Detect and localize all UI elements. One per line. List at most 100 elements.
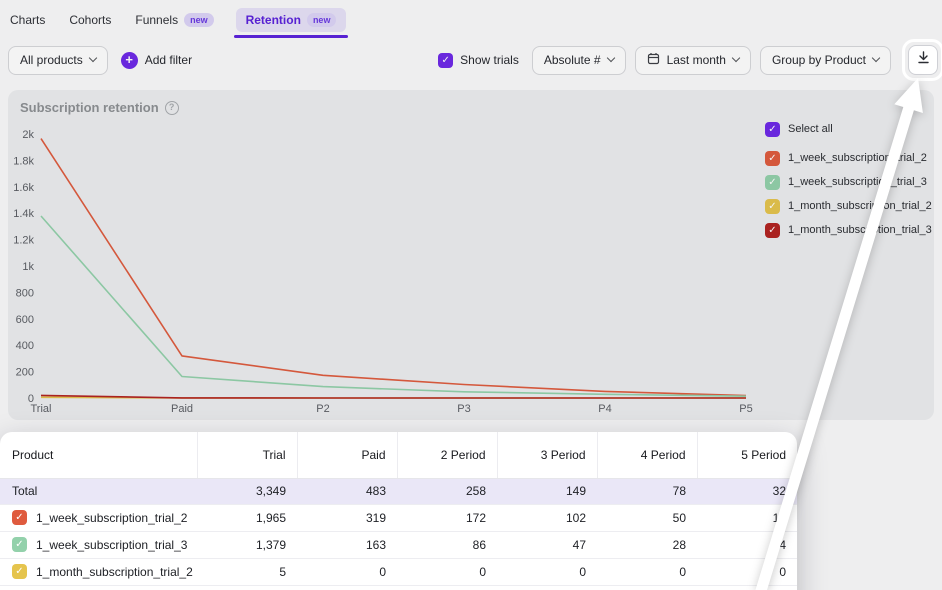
col-5-period: 5 Period: [697, 432, 797, 479]
cell-value: 14: [697, 530, 797, 558]
total-trial: 3,349: [255, 484, 286, 498]
retention-chart-card: Subscription retention ? 0 200 400 600 800 1k…: [8, 90, 934, 420]
svg-text:200: 200: [16, 367, 34, 379]
products-dropdown[interactable]: All products: [8, 45, 108, 75]
col-trial: Trial: [197, 432, 298, 479]
product-cell: ✓ 1_month_subscription_trial_2: [12, 564, 193, 579]
cell-value: 0: [297, 557, 397, 585]
tab-cohorts-label: Cohorts: [69, 13, 112, 27]
period-dropdown-label: Last month: [666, 53, 726, 67]
table-row: ✓ 1_week_subscription_trial_2 1,965 319 1…: [0, 503, 797, 531]
new-badge: new: [306, 13, 337, 27]
retention-line-chart: 0 200 400 600 800 1k 1.2k 1.4k 1.6k 1.8k 2k Trial Pa…: [13, 129, 753, 415]
cell-value: 102: [497, 503, 597, 531]
legend-label: 1_week_subscription_trial_3: [788, 176, 927, 188]
show-trials-label: Show trials: [460, 53, 519, 67]
info-icon[interactable]: ?: [164, 100, 179, 115]
group-by-dropdown-label: Group by Product: [771, 53, 866, 67]
svg-text:P3: P3: [457, 403, 470, 415]
total-paid: 483: [365, 484, 386, 498]
chevron-down-icon: [731, 53, 741, 63]
chevron-down-icon: [88, 53, 97, 63]
total-2-period: 258: [465, 484, 486, 498]
legend-item[interactable]: ✓ 1_week_subscription_trial_3: [765, 170, 930, 194]
product-name: 1_month_subscription_trial_2: [36, 564, 193, 579]
svg-text:Paid: Paid: [171, 403, 193, 415]
show-trials-checkbox[interactable]: ✓: [438, 52, 454, 68]
svg-text:P5: P5: [739, 403, 752, 415]
legend-item[interactable]: ✓ 1_month_subscription_trial_3: [765, 218, 932, 242]
legend-checkbox[interactable]: ✓: [765, 174, 780, 190]
cell-value: [597, 584, 697, 590]
svg-text:1k: 1k: [22, 261, 34, 273]
col-paid: Paid: [297, 432, 398, 479]
cell-value: 0: [497, 557, 597, 585]
legend-select-all[interactable]: ✓ Select all: [765, 116, 930, 142]
chart-legend: ✓ Select all ✓ 1_week_subscription_trial…: [765, 116, 932, 242]
cell-value: 18: [697, 503, 797, 531]
total-row: Total 3,349 483 258 149 78 32: [0, 478, 797, 504]
legend-checkbox[interactable]: ✓: [765, 150, 780, 166]
row-checkbox[interactable]: ✓: [12, 537, 27, 552]
chart-title-row: Subscription retention ?: [20, 100, 179, 115]
download-button-spotlight: [902, 39, 942, 81]
cell-value: 172: [397, 503, 497, 531]
tab-funnels-label: Funnels: [135, 13, 179, 27]
add-filter-button[interactable]: + Add filter: [120, 51, 192, 69]
cell-value: 0: [397, 557, 497, 585]
cell-value: 0: [597, 557, 697, 585]
total-5-period: 32: [772, 484, 786, 498]
new-badge: new: [184, 13, 214, 27]
download-button[interactable]: [908, 45, 938, 75]
cell-value: 50: [597, 503, 697, 531]
row-checkbox[interactable]: ✓: [12, 564, 27, 579]
cell-value: 47: [497, 530, 597, 558]
products-dropdown-label: All products: [20, 53, 83, 67]
tab-retention[interactable]: Retention new: [233, 8, 349, 38]
svg-text:P2: P2: [316, 403, 329, 415]
cell-value: 163: [297, 530, 397, 558]
legend-item[interactable]: ✓ 1_week_subscription_trial_2: [765, 146, 930, 170]
cell-value: 1,965: [197, 503, 297, 531]
svg-text:800: 800: [16, 287, 34, 299]
show-trials-control: ✓ Show trials: [438, 52, 519, 68]
cell-value: 319: [297, 503, 397, 531]
cell-value: 5: [197, 557, 297, 585]
cell-value: [697, 584, 797, 590]
svg-text:1.6k: 1.6k: [13, 182, 34, 194]
cell-value: 0: [697, 557, 797, 585]
table-row: ✓ 1_week_subscription_trial_3 1,379 163 8…: [0, 530, 797, 558]
svg-text:1.2k: 1.2k: [13, 235, 34, 247]
svg-text:Trial: Trial: [31, 403, 52, 415]
toolbar: All products + Add filter ✓ Show trials …: [8, 39, 942, 81]
toolbar-left: All products + Add filter: [8, 45, 192, 75]
legend-label: 1_month_subscription_trial_2: [788, 200, 932, 212]
col-product: Product: [0, 432, 198, 479]
select-all-checkbox[interactable]: ✓: [765, 121, 780, 137]
chart-title: Subscription retention: [20, 100, 159, 115]
legend-label: 1_month_subscription_trial_3: [788, 224, 932, 236]
tab-retention-label: Retention: [245, 13, 301, 27]
col-4-period: 4 Period: [597, 432, 698, 479]
legend-item[interactable]: ✓ 1_month_subscription_trial_2: [765, 194, 932, 218]
total-4-period: 78: [672, 484, 686, 498]
row-checkbox[interactable]: ✓: [12, 510, 27, 525]
total-3-period: 149: [565, 484, 586, 498]
product-name: 1_week_subscription_trial_2: [36, 510, 188, 525]
svg-text:1.8k: 1.8k: [13, 155, 34, 167]
svg-text:2k: 2k: [22, 129, 34, 141]
product-cell: ✓ 1_week_subscription_trial_3: [12, 537, 187, 552]
top-tabs: Charts Cohorts Funnels new Retention new: [8, 8, 349, 38]
period-dropdown[interactable]: Last month: [634, 45, 751, 75]
legend-checkbox[interactable]: ✓: [765, 198, 780, 214]
tab-funnels[interactable]: Funnels new: [133, 8, 215, 32]
download-icon: [916, 50, 931, 70]
tab-cohorts[interactable]: Cohorts: [67, 8, 113, 32]
product-cell: ✓ 1_week_subscription_trial_2: [12, 510, 188, 525]
svg-text:P4: P4: [598, 403, 611, 415]
tab-charts[interactable]: Charts: [8, 8, 47, 32]
plus-icon: +: [120, 51, 138, 69]
metric-dropdown[interactable]: Absolute #: [531, 45, 626, 75]
group-by-dropdown[interactable]: Group by Product: [759, 45, 891, 75]
legend-checkbox[interactable]: ✓: [765, 222, 780, 238]
